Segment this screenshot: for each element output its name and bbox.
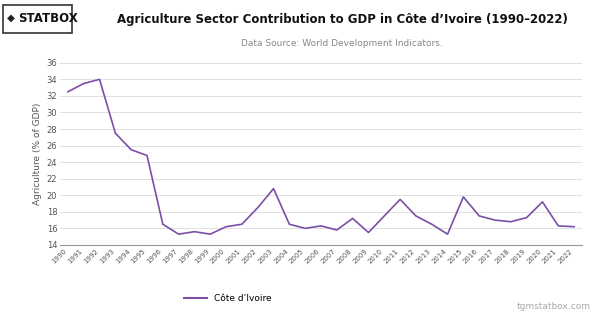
Text: Agriculture Sector Contribution to GDP in Côte d’Ivoire (1990–2022): Agriculture Sector Contribution to GDP i… <box>116 13 568 25</box>
Text: tgmstatbox.com: tgmstatbox.com <box>517 302 591 311</box>
Text: STATBOX: STATBOX <box>18 12 78 25</box>
Text: Data Source: World Development Indicators.: Data Source: World Development Indicator… <box>241 39 443 48</box>
Text: ◆: ◆ <box>7 13 15 23</box>
Legend: Côte d’Ivoire: Côte d’Ivoire <box>181 290 275 306</box>
Y-axis label: Agriculture (% of GDP): Agriculture (% of GDP) <box>34 103 43 205</box>
